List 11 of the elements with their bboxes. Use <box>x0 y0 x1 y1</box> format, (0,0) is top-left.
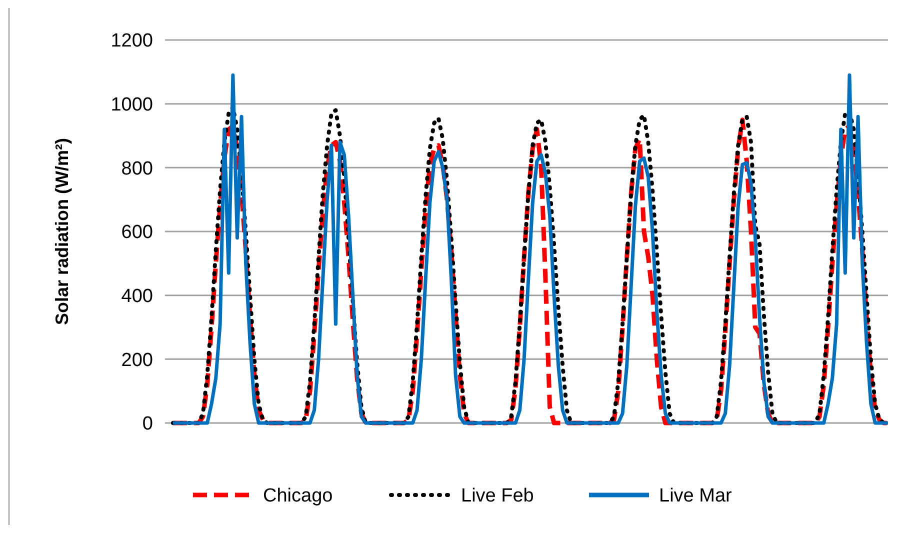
y-tick-label: 0 <box>142 414 153 435</box>
y-tick-label: 600 <box>121 222 153 244</box>
legend-label: Chicago <box>263 486 333 507</box>
legend-label: Live Mar <box>659 486 733 507</box>
y-tick-label: 200 <box>121 350 153 371</box>
legend-label: Live Feb <box>461 486 534 507</box>
y-tick-label: 1000 <box>110 94 153 116</box>
y-tick-label: 1200 <box>110 30 153 52</box>
y-tick-label: 800 <box>121 158 153 180</box>
y-tick-label: 400 <box>121 286 153 307</box>
y-axis-title: Solar radiation (W/m²) <box>52 138 72 326</box>
